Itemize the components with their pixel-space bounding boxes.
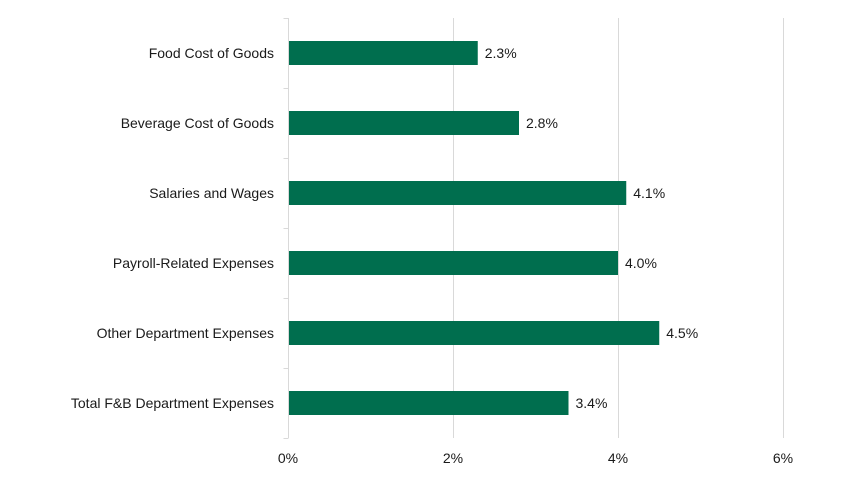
- bar: [289, 251, 618, 275]
- category-labels: Food Cost of Goods Beverage Cost of Goods…: [71, 45, 274, 411]
- data-label: 4.0%: [625, 255, 657, 271]
- x-tick-label: 0%: [278, 450, 298, 466]
- category-label: Payroll-Related Expenses: [113, 255, 274, 271]
- bar: [289, 181, 627, 205]
- bar: [289, 41, 478, 65]
- data-label: 2.3%: [485, 45, 517, 61]
- data-labels: 2.3% 2.8% 4.1% 4.0% 4.5% 3.4%: [485, 45, 698, 411]
- data-label: 4.1%: [633, 185, 665, 201]
- category-label: Other Department Expenses: [97, 325, 274, 341]
- data-label: 3.4%: [576, 395, 608, 411]
- y-axis: [283, 18, 289, 439]
- bars: [289, 41, 660, 415]
- x-tick-labels: 0% 2% 4% 6%: [278, 450, 793, 466]
- category-label: Beverage Cost of Goods: [121, 115, 274, 131]
- data-label: 4.5%: [666, 325, 698, 341]
- category-label: Food Cost of Goods: [149, 45, 274, 61]
- grid-lines: [453, 18, 784, 438]
- category-label: Total F&B Department Expenses: [71, 395, 274, 411]
- x-tick-label: 4%: [608, 450, 628, 466]
- bar: [289, 321, 660, 345]
- bar: [289, 391, 569, 415]
- bar: [289, 111, 519, 135]
- category-label: Salaries and Wages: [149, 185, 274, 201]
- x-tick-label: 6%: [773, 450, 793, 466]
- data-label: 2.8%: [526, 115, 558, 131]
- x-tick-label: 2%: [443, 450, 463, 466]
